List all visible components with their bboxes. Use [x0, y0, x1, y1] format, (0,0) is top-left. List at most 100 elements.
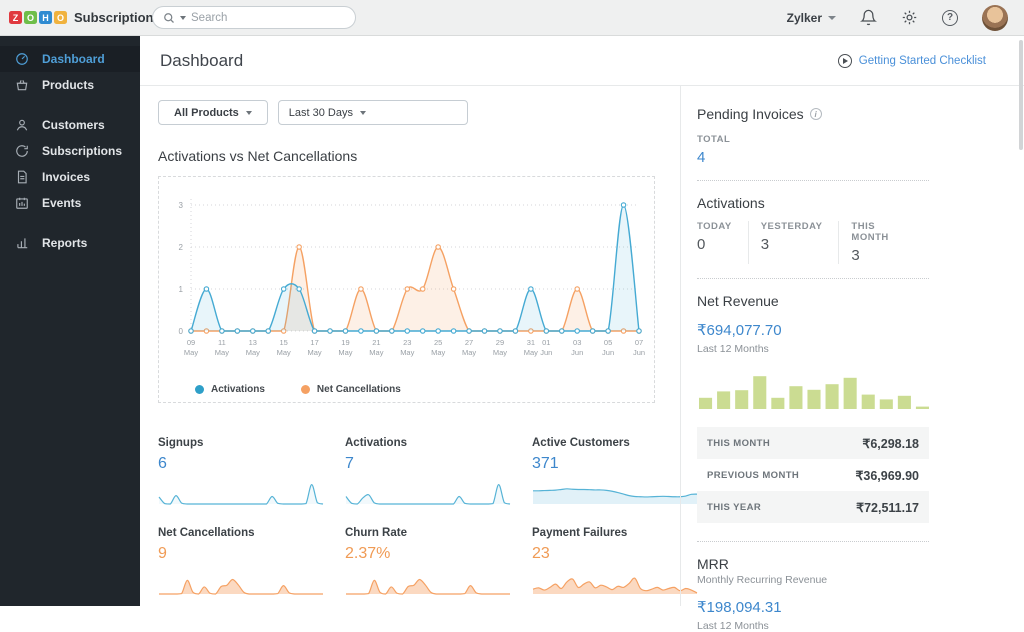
- stat-label: Active Customers: [532, 437, 630, 449]
- gear-icon: [902, 10, 917, 25]
- settings-button[interactable]: [901, 9, 918, 26]
- bar-chart-icon: [17, 238, 28, 249]
- activations-dot-icon: [195, 385, 204, 394]
- pending-invoices-label: Pending Invoices: [697, 106, 804, 122]
- date-range-label: Last 30 Days: [288, 106, 353, 119]
- net-cancellations-dot-icon: [300, 385, 310, 394]
- app-logo[interactable]: Z O H O Subscriptions: [0, 10, 177, 25]
- svg-text:May: May: [338, 348, 352, 357]
- info-icon[interactable]: i: [809, 108, 822, 120]
- sidebar-item-label: Events: [42, 196, 82, 210]
- sidebar-item-invoices[interactable]: Invoices: [0, 164, 140, 190]
- play-circle-icon: [837, 54, 852, 68]
- zoho-logo-icon: Z O H O: [9, 11, 67, 24]
- svg-text:May: May: [277, 348, 291, 357]
- svg-text:2: 2: [179, 243, 184, 252]
- svg-text:01: 01: [542, 338, 550, 347]
- mrr-subtitle: Monthly Recurring Revenue: [697, 574, 828, 586]
- sidebar-item-label: Reports: [42, 236, 88, 250]
- stat-label: Churn Rate: [345, 527, 407, 539]
- divider: [697, 278, 929, 279]
- svg-text:03: 03: [573, 338, 581, 347]
- svg-text:09: 09: [187, 338, 195, 347]
- net-revenue-period: Last 12 Months: [697, 343, 769, 355]
- org-name: Zylker: [786, 10, 822, 25]
- svg-text:Jun: Jun: [540, 348, 552, 357]
- search-scope-caret-icon[interactable]: [180, 15, 186, 20]
- sidebar-item-subscriptions[interactable]: Subscriptions: [0, 138, 140, 164]
- scrollbar[interactable]: [1019, 40, 1023, 150]
- svg-text:May: May: [400, 348, 414, 357]
- legend-label: Net Cancellations: [316, 384, 401, 395]
- stat-tile-signups: Signups 6: [158, 437, 324, 511]
- this-month-label: THIS MONTH: [851, 221, 889, 243]
- dashboard-right-panel: Pending Invoices i TOTAL 4 Activations T…: [680, 86, 1024, 632]
- sidebar-group-divider: [0, 216, 140, 230]
- mrr-title: MRR: [697, 556, 729, 572]
- logo-letter: O: [24, 11, 37, 24]
- stat-tile-churn-rate: Churn Rate 2.37%: [345, 527, 511, 601]
- activations-sparkline: [345, 479, 511, 511]
- svg-text:May: May: [184, 348, 198, 357]
- row-value: ₹6,298.18: [862, 436, 919, 451]
- pending-invoices-total[interactable]: 4: [697, 149, 706, 166]
- search-icon: [164, 12, 174, 23]
- net-revenue-amount[interactable]: ₹694,077.70: [697, 322, 782, 339]
- svg-text:29: 29: [496, 338, 504, 347]
- notifications-button[interactable]: [860, 9, 877, 26]
- svg-text:25: 25: [434, 338, 442, 347]
- user-avatar[interactable]: [982, 4, 1008, 31]
- activations-vs-cancellations-chart: 0 1 2 3 09 May 11 May 13 May 15 May 17 May 19 May 21 May 2…: [158, 176, 655, 403]
- sidebar-item-dashboard[interactable]: Dashboard: [0, 46, 140, 72]
- svg-text:3: 3: [179, 201, 184, 210]
- chevron-down-icon: [360, 110, 366, 115]
- logo-letter: H: [39, 11, 52, 24]
- table-row: PREVIOUS MONTH ₹36,969.90: [697, 459, 929, 491]
- date-range-select[interactable]: Last 30 Days: [277, 100, 468, 125]
- help-button[interactable]: ?: [942, 9, 958, 26]
- refresh-icon: [16, 145, 28, 157]
- activations-yesterday: YESTERDAY 3: [747, 221, 839, 264]
- product-filter-button[interactable]: All Products: [158, 100, 268, 125]
- stat-tile-payment-failures: Payment Failures 23: [532, 527, 698, 601]
- svg-text:0: 0: [179, 327, 184, 336]
- row-value: ₹36,969.90: [855, 468, 919, 483]
- stat-value: 9: [158, 545, 167, 562]
- sidebar-item-customers[interactable]: Customers: [0, 112, 140, 138]
- getting-started-checklist-link[interactable]: Getting Started Checklist: [837, 54, 986, 68]
- bell-icon: [860, 9, 877, 26]
- line-chart-canvas: 0 1 2 3 09 May 11 May 13 May 15 May 17 May 19 May 21 May 2…: [159, 191, 654, 382]
- table-row: THIS MONTH ₹6,298.18: [697, 427, 929, 459]
- stat-value: 371: [532, 455, 559, 472]
- svg-text:May: May: [246, 348, 260, 357]
- activations-this-month: THIS MONTH 3: [838, 221, 929, 264]
- activations-today: TODAY 0: [697, 221, 748, 264]
- sidebar-item-events[interactable]: Events: [0, 190, 140, 216]
- svg-text:May: May: [215, 348, 229, 357]
- row-label: THIS YEAR: [707, 501, 762, 513]
- net-revenue-bar-chart: [697, 367, 929, 415]
- product-filter-label: All Products: [174, 106, 239, 119]
- pending-invoices-title: Pending Invoices i: [697, 106, 929, 122]
- search-input[interactable]: [191, 11, 345, 24]
- sidebar-item-reports[interactable]: Reports: [0, 230, 140, 256]
- svg-text:May: May: [462, 348, 476, 357]
- table-row: THIS YEAR ₹72,511.17: [697, 491, 929, 523]
- total-label: TOTAL: [697, 134, 731, 145]
- stat-label: Activations: [345, 437, 407, 449]
- sidebar-item-label: Customers: [42, 118, 105, 132]
- search-input-wrapper[interactable]: [152, 6, 356, 29]
- svg-text:27: 27: [465, 338, 473, 347]
- legend-item-net-cancellations: Net Cancellations: [300, 384, 401, 395]
- mrr-amount[interactable]: ₹198,094.31: [697, 599, 782, 616]
- org-switcher[interactable]: Zylker: [787, 11, 836, 25]
- today-label: TODAY: [697, 221, 732, 232]
- svg-text:May: May: [308, 348, 322, 357]
- svg-text:05: 05: [604, 338, 612, 347]
- logo-letter: Z: [9, 11, 22, 24]
- sidebar-item-products[interactable]: Products: [0, 72, 140, 98]
- main-area: Dashboard Getting Started Checklist All …: [140, 37, 1024, 632]
- svg-text:17: 17: [310, 338, 318, 347]
- chevron-down-icon: [828, 15, 836, 20]
- svg-text:1: 1: [179, 285, 184, 294]
